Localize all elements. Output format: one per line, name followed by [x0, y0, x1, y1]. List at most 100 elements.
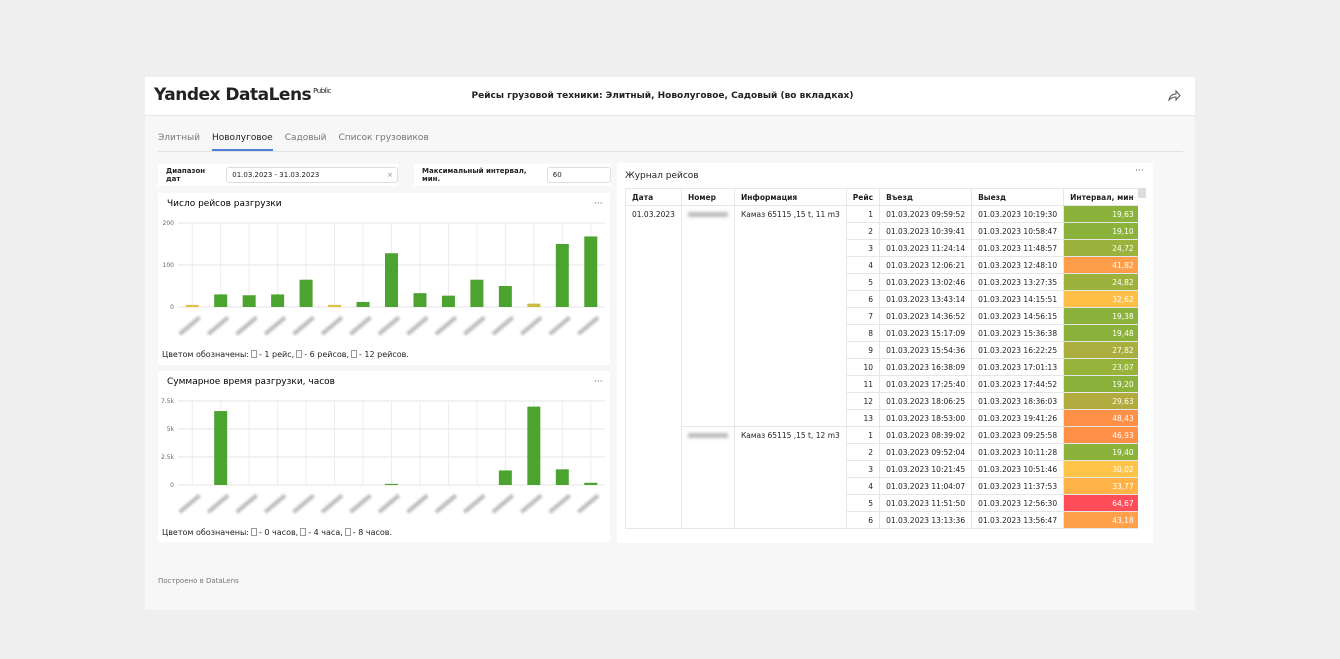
- scrollbar[interactable]: [1138, 188, 1146, 198]
- bar: [385, 483, 398, 485]
- x-tick-label-blurred: [576, 493, 600, 514]
- legend: Цветом обозначены: - 0 часов, - 4 часа, - 8…: [162, 528, 392, 537]
- logo[interactable]: Yandex DataLens Public: [154, 85, 331, 105]
- exit-cell: 01.03.2023 12:48:10: [971, 256, 1065, 274]
- legend-swatch: [351, 350, 357, 358]
- x-tick-label-blurred: [491, 493, 515, 514]
- x-tick-label-blurred: [263, 315, 287, 336]
- filter-value: 60: [552, 171, 562, 179]
- share-button[interactable]: [1167, 89, 1181, 103]
- menu[interactable]: ···: [594, 199, 603, 209]
- legend-item: - 0 часов,: [258, 528, 299, 537]
- tab[interactable]: Новолуговое: [211, 133, 273, 151]
- dashboard-title: Рейсы грузовой техники: Элитный, Новолуг…: [471, 91, 854, 101]
- x-tick-label-blurred: [548, 315, 571, 336]
- bar: [498, 286, 512, 307]
- trip-cell: 2: [845, 443, 881, 461]
- legend-item: - 4 часа,: [308, 528, 343, 537]
- table-panel: Журнал рейсов ··· Дата Номер Информация Рей…: [617, 163, 1153, 543]
- exit-cell: 01.03.2023 10:58:47: [971, 222, 1065, 240]
- chart: Суммарное время разгрузки, часов ··· 0 2.…: [161, 377, 605, 514]
- column-header[interactable]: Интервал, мин: [1063, 188, 1138, 206]
- interval-cell: 29,63: [1063, 392, 1138, 410]
- menu[interactable]: ···: [1135, 166, 1144, 176]
- y-tick-label: 0: [170, 482, 174, 489]
- entry-cell: 01.03.2023 11:24:14: [879, 239, 973, 257]
- x-tick-label-blurred: [235, 493, 258, 514]
- bar: [214, 411, 228, 485]
- trip-cell: 4: [845, 256, 881, 274]
- chart-title: Суммарное время разгрузки, часов: [167, 377, 335, 387]
- x-tick-label-blurred: [463, 315, 486, 336]
- table-row: 4 01.03.2023 11:04:07 01.03.2023 11:37:53 3…: [626, 477, 1138, 495]
- exit-cell: 01.03.2023 13:56:47: [971, 511, 1065, 529]
- tab[interactable]: Садовый: [284, 133, 327, 143]
- exit-cell: 01.03.2023 10:19:30: [971, 205, 1065, 223]
- tab[interactable]: Список грузовиков: [338, 133, 429, 143]
- entry-cell: 01.03.2023 18:06:25: [879, 392, 973, 410]
- x-tick-label-blurred: [406, 315, 429, 336]
- legend: Цветом обозначены: - 1 рейс, - 6 рейсов, - …: [162, 350, 409, 359]
- menu[interactable]: ···: [594, 377, 603, 387]
- column-header[interactable]: Информация: [733, 188, 847, 206]
- chart-panel: Число рейсов разгрузки ··· 0 100 200 Цвето…: [158, 193, 610, 365]
- legend-item: - 1 рейс,: [258, 350, 295, 359]
- table-title: Журнал рейсов: [625, 171, 699, 181]
- legend-item: - 8 часов.: [352, 528, 393, 537]
- x-tick-label-blurred: [263, 493, 287, 514]
- x-tick-label-blurred: [320, 493, 344, 514]
- x-tick-label-blurred: [520, 493, 543, 514]
- x-tick-label-blurred: [463, 493, 486, 514]
- x-tick-label-blurred: [406, 493, 429, 514]
- dashboard: Yandex DataLens Public Рейсы грузовой тех…: [145, 77, 1195, 610]
- filter-input[interactable]: 01.03.2023 - 31.03.2023 ×: [226, 167, 398, 183]
- y-tick-label: 2.5k: [161, 454, 175, 461]
- bar: [527, 406, 541, 485]
- number-cell: [680, 426, 735, 529]
- entry-cell: 01.03.2023 15:17:09: [879, 324, 973, 342]
- bar: [527, 303, 541, 307]
- tabs: Элитный Новолуговое Садовый Список грузовик…: [158, 133, 429, 151]
- column-header[interactable]: Дата: [625, 188, 682, 206]
- table-row: 12 01.03.2023 18:06:25 01.03.2023 18:36:03…: [626, 392, 1138, 410]
- tab[interactable]: Элитный: [158, 133, 200, 143]
- logo-text: Yandex DataLens: [154, 85, 312, 105]
- exit-cell: 01.03.2023 15:36:38: [971, 324, 1065, 342]
- table-row: 2 01.03.2023 10:39:41 01.03.2023 10:58:47 1…: [626, 222, 1138, 240]
- x-tick-label-blurred: [235, 315, 258, 336]
- table-row: 8 01.03.2023 15:17:09 01.03.2023 15:36:38 1…: [626, 324, 1138, 342]
- table-row: 4 01.03.2023 12:06:21 01.03.2023 12:48:10 4…: [626, 256, 1138, 274]
- column-header[interactable]: Выезд: [971, 188, 1065, 206]
- trip-cell: 9: [845, 341, 881, 359]
- interval-cell: 24,82: [1063, 273, 1138, 291]
- trip-cell: 6: [845, 290, 881, 308]
- legend-swatch: [296, 350, 303, 358]
- entry-cell: 01.03.2023 13:43:14: [879, 290, 973, 308]
- table-row: 6 01.03.2023 13:13:36 01.03.2023 13:56:47 4…: [626, 511, 1138, 529]
- entry-cell: 01.03.2023 09:52:04: [879, 443, 973, 461]
- y-tick-label: 100: [163, 262, 175, 269]
- interval-cell: 27,82: [1063, 341, 1138, 359]
- trip-cell: 5: [845, 273, 881, 291]
- trip-cell: 10: [845, 358, 881, 376]
- x-tick-label-blurred: [576, 315, 600, 336]
- column-header[interactable]: Рейс: [845, 188, 881, 206]
- x-tick-label-blurred: [292, 493, 315, 514]
- entry-cell: 01.03.2023 13:13:36: [879, 511, 973, 529]
- bar: [356, 301, 370, 307]
- column-header[interactable]: Въезд: [879, 188, 973, 206]
- trip-cell: 5: [845, 494, 881, 512]
- bar: [441, 295, 455, 307]
- filter-input[interactable]: 60: [546, 167, 611, 183]
- bar: [555, 469, 569, 485]
- column-header[interactable]: Номер: [680, 188, 735, 206]
- bar: [385, 253, 398, 307]
- x-tick-label-blurred: [520, 315, 543, 336]
- table-viewport: Дата Номер Информация Рейс Въезд Выезд Интерва…: [625, 188, 1138, 533]
- exit-cell: 01.03.2023 17:01:13: [971, 358, 1065, 376]
- table-row: 01.03.2023 Камаз 65115 ,15 t, 11 m3 1 01.03…: [625, 205, 1138, 529]
- blurred-number: [687, 212, 728, 217]
- trip-cell: 6: [845, 511, 881, 529]
- exit-cell: 01.03.2023 12:56:30: [971, 494, 1065, 512]
